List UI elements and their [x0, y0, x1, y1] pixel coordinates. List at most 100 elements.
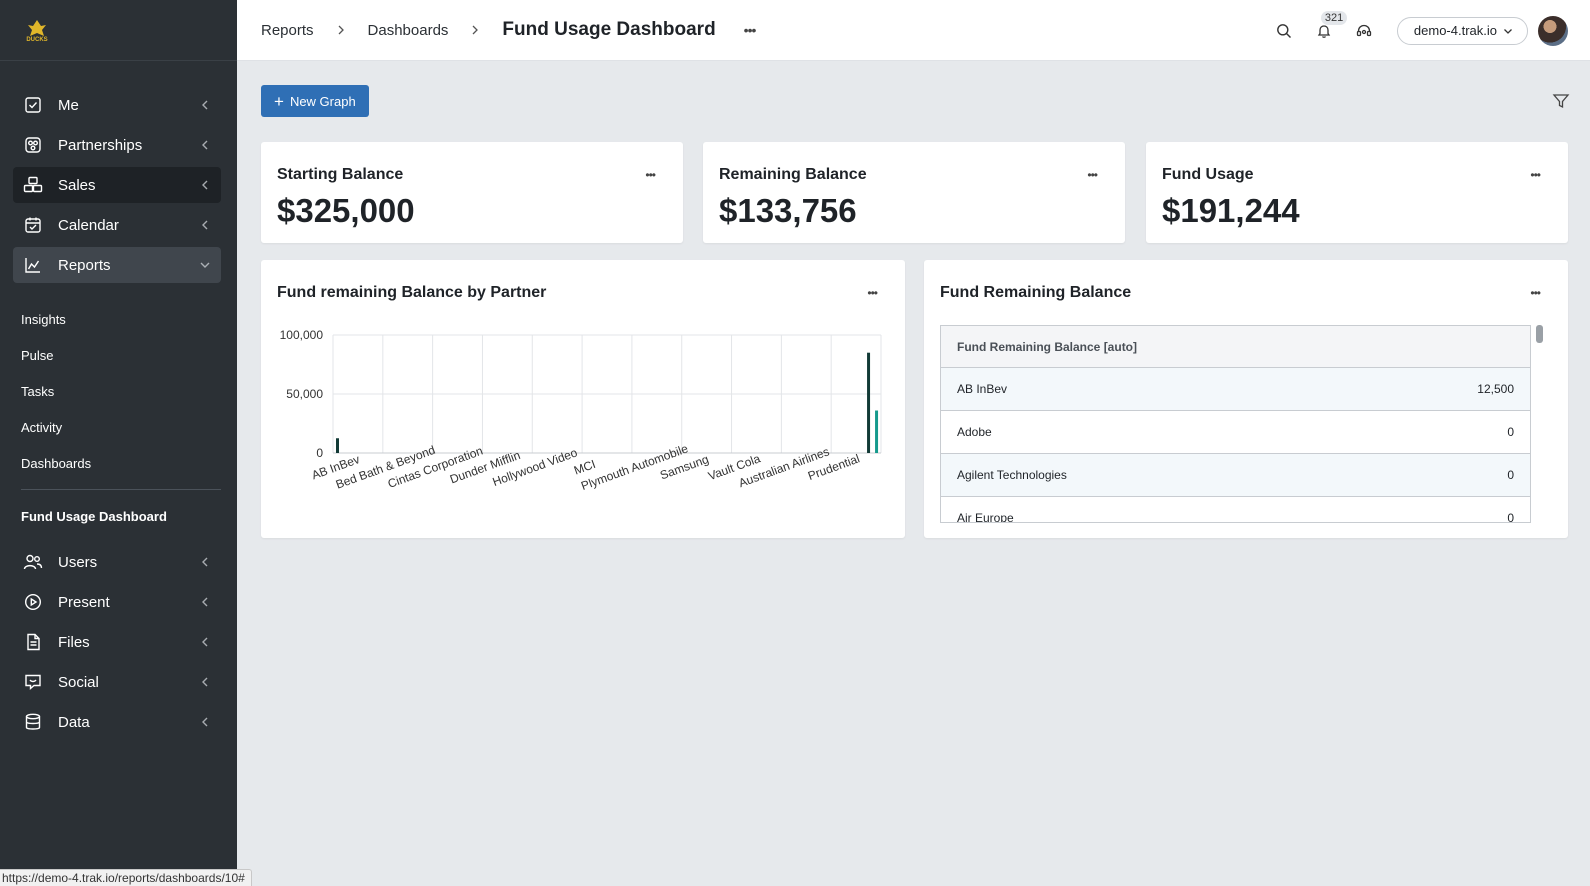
row-name: Adobe — [957, 425, 992, 439]
sidebar-item-users[interactable]: Users — [13, 544, 221, 580]
chat-icon — [23, 672, 43, 692]
domain-label: demo-4.trak.io — [1413, 23, 1497, 38]
kpi-card-fund-usage: Fund Usage ••• $191,244 — [1146, 142, 1568, 243]
sidebar-item-label: Data — [58, 713, 90, 731]
card-menu-icon[interactable]: ••• — [1087, 168, 1098, 182]
chevron-left-icon — [202, 637, 208, 647]
subnav-current-dashboard[interactable]: Fund Usage Dashboard — [21, 508, 167, 524]
scrollbar-thumb[interactable] — [1536, 325, 1543, 343]
subnav-dashboards[interactable]: Dashboards — [21, 455, 92, 471]
sidebar-item-label: Reports — [58, 256, 111, 274]
sidebar-item-label: Calendar — [58, 216, 119, 234]
notification-bell-icon[interactable]: 321 — [1313, 10, 1348, 42]
row-value: 0 — [1507, 425, 1514, 439]
notification-count-badge: 321 — [1320, 10, 1348, 25]
table-scrollbar[interactable] — [1536, 325, 1544, 523]
header-actions: 321 demo-4.trak.io — [1273, 0, 1568, 61]
table-row[interactable]: Adobe 0 — [941, 411, 1530, 454]
kpi-title: Starting Balance — [277, 166, 404, 183]
table-card-title: Fund Remaining Balance — [940, 284, 1132, 301]
chevron-left-icon — [202, 140, 208, 150]
row-name: Air Europe — [957, 511, 1014, 523]
y-tick-label: 50,000 — [286, 387, 323, 401]
reports-subnav: Insights Pulse Tasks Activity Dashboards — [0, 287, 237, 481]
table-row[interactable]: Agilent Technologies 0 — [941, 454, 1530, 497]
kpi-value: $191,244 — [1162, 192, 1300, 229]
check-square-icon — [23, 95, 43, 115]
sidebar-divider — [21, 489, 221, 490]
avatar[interactable] — [1538, 15, 1568, 46]
chevron-left-icon — [202, 180, 208, 190]
breadcrumb-reports[interactable]: Reports — [261, 21, 314, 39]
kpi-card-starting-balance: Starting Balance ••• $325,000 — [261, 142, 683, 243]
filter-icon[interactable] — [1552, 92, 1570, 110]
page-title: Fund Usage Dashboard — [502, 19, 716, 40]
partnerships-icon — [23, 135, 43, 155]
chevron-down-icon — [200, 262, 210, 268]
table-row[interactable]: AB InBev 12,500 — [941, 368, 1530, 411]
sidebar-item-social[interactable]: Social — [13, 664, 221, 700]
logo[interactable]: DUCKS — [0, 0, 237, 61]
sidebar-item-files[interactable]: Files — [13, 624, 221, 660]
nav-top: Me Partnerships Sales Calendar Reports — [0, 61, 237, 283]
sidebar-item-partnerships[interactable]: Partnerships — [13, 127, 221, 163]
table-row[interactable]: Air Europe 0 — [941, 497, 1530, 523]
table-header[interactable]: Fund Remaining Balance [auto] — [941, 326, 1530, 368]
status-url-bar: https://demo-4.trak.io/reports/dashboard… — [0, 869, 252, 886]
chevron-down-icon — [1504, 28, 1512, 34]
sidebar-item-label: Present — [58, 593, 110, 611]
chevron-left-icon — [202, 220, 208, 230]
sidebar-item-label: Partnerships — [58, 136, 143, 154]
bar — [336, 438, 339, 453]
balance-table: Fund Remaining Balance [auto] AB InBev 1… — [940, 325, 1531, 523]
play-circle-icon — [23, 592, 43, 612]
file-icon — [23, 632, 43, 652]
subnav-pulse[interactable]: Pulse — [21, 347, 54, 363]
plus-icon: + — [274, 91, 284, 111]
subnav-tasks[interactable]: Tasks — [21, 383, 55, 399]
breadcrumb-dashboards[interactable]: Dashboards — [367, 21, 449, 39]
bar — [867, 352, 871, 453]
sidebar-item-label: Sales — [58, 176, 96, 194]
bar-chart-card: Fund remaining Balance by Partner ••• 0 5… — [261, 260, 905, 538]
table-card: Fund Remaining Balance ••• Fund Remainin… — [924, 260, 1568, 538]
domain-selector[interactable]: demo-4.trak.io — [1396, 16, 1528, 45]
new-graph-button[interactable]: + New Graph — [261, 85, 369, 117]
search-icon[interactable] — [1273, 20, 1295, 42]
sidebar-item-label: Files — [58, 633, 90, 651]
sidebar-item-label: Users — [58, 553, 98, 571]
sidebar-item-label: Me — [58, 96, 79, 114]
chevron-right-icon — [338, 25, 344, 35]
y-tick-label: 100,000 — [280, 328, 324, 342]
subnav-activity[interactable]: Activity — [21, 419, 63, 435]
kpi-card-remaining-balance: Remaining Balance ••• $133,756 — [703, 142, 1125, 243]
sidebar-item-label: Social — [58, 673, 99, 691]
users-icon — [23, 552, 43, 572]
logo-text: DUCKS — [26, 37, 47, 43]
kpi-value: $133,756 — [719, 192, 857, 229]
card-menu-icon[interactable]: ••• — [1530, 286, 1541, 300]
subnav-insights[interactable]: Insights — [21, 311, 66, 327]
sidebar-item-data[interactable]: Data — [13, 704, 221, 740]
support-headset-icon[interactable] — [1353, 20, 1375, 42]
sidebar-item-present[interactable]: Present — [13, 584, 221, 620]
chevron-left-icon — [202, 677, 208, 687]
sales-icon — [23, 175, 43, 195]
ducks-logo-icon: DUCKS — [24, 17, 50, 43]
sidebar-item-reports[interactable]: Reports — [13, 247, 221, 283]
kpi-value: $325,000 — [277, 192, 415, 229]
sidebar-item-calendar[interactable]: Calendar — [13, 207, 221, 243]
card-menu-icon[interactable]: ••• — [1530, 168, 1541, 182]
chevron-left-icon — [202, 717, 208, 727]
more-options-icon[interactable]: ••• — [743, 22, 757, 38]
sidebar-item-me[interactable]: Me — [13, 87, 221, 123]
sidebar-item-sales[interactable]: Sales — [13, 167, 221, 203]
card-menu-icon[interactable]: ••• — [645, 168, 656, 182]
row-value: 12,500 — [1477, 382, 1514, 396]
kpi-title: Remaining Balance — [719, 166, 867, 183]
chart-title: Fund remaining Balance by Partner — [277, 284, 547, 301]
new-graph-label: New Graph — [289, 93, 356, 109]
row-name: AB InBev — [957, 382, 1008, 396]
card-menu-icon[interactable]: ••• — [867, 286, 878, 300]
